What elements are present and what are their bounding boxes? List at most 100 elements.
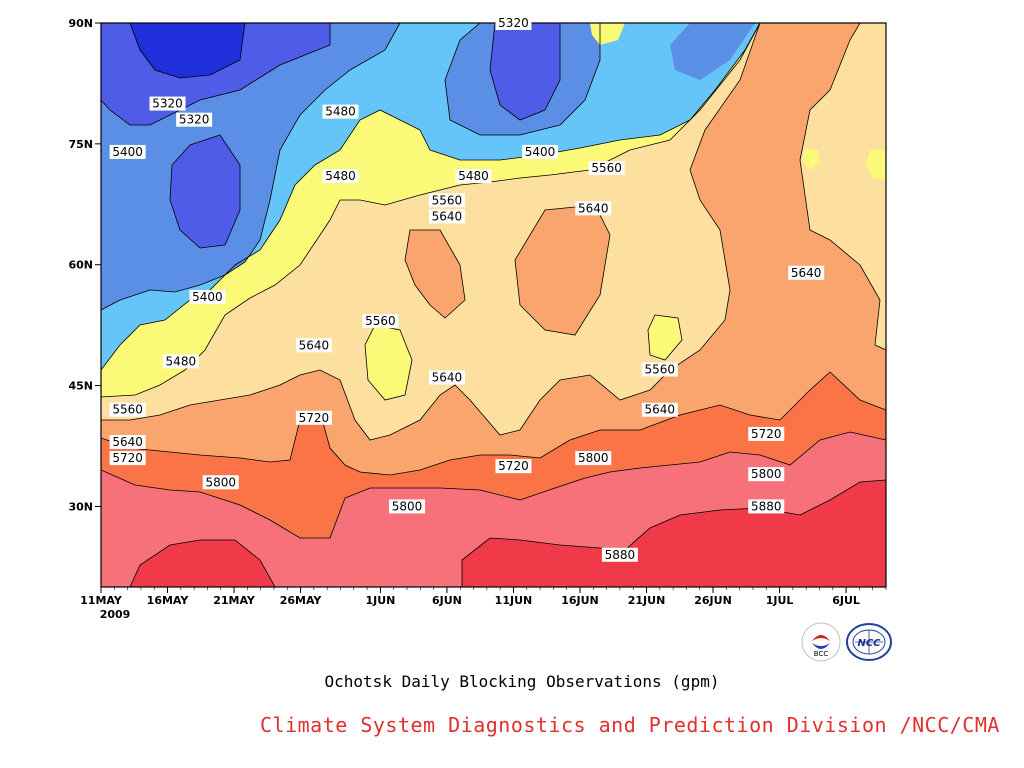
x-tick-label: 6JUL [832, 594, 860, 607]
y-tick-label: 30N [68, 500, 93, 513]
band-lt5320 [101, 23, 560, 248]
x-tick-label: 21MAY [213, 594, 256, 607]
contour-label: 5640 [578, 201, 609, 215]
contour-label-box [788, 265, 825, 280]
contour-label-group: 5480 [322, 104, 359, 119]
contour-label-group: 5880 [748, 499, 785, 514]
contour-label-box [575, 201, 612, 216]
island-5560-d [866, 150, 886, 180]
contour-label-group: 5800 [748, 467, 785, 482]
contour-label-box [748, 467, 785, 482]
contour-lines [101, 23, 886, 587]
contour-label-box [295, 410, 332, 425]
contour-label-box [109, 144, 146, 159]
contour-label-box [641, 402, 678, 417]
contour-label: 5480 [325, 105, 356, 119]
contour-label-box [362, 314, 399, 329]
x-tick-label: 16JUN [561, 594, 599, 607]
contour-label: 5560 [432, 193, 463, 207]
contour-label-box [522, 144, 559, 159]
contour-label: 5640 [299, 338, 330, 352]
contour-label-group: 5320 [149, 96, 186, 111]
x-tick-label: 6JUN [432, 594, 462, 607]
contour-label: 5320 [179, 113, 210, 127]
contour-label-group: 5400 [109, 144, 146, 159]
contour-label-box [162, 354, 199, 369]
contour-label: 5880 [751, 499, 782, 513]
contour-label-group: 5640 [109, 434, 146, 449]
contour-label-group: 5800 [202, 475, 239, 490]
contour-label-group: 5560 [109, 402, 146, 417]
contour-label-box [295, 338, 332, 353]
contour-label: 5800 [392, 499, 423, 513]
contour-label-box [322, 169, 359, 184]
contour-label: 5640 [791, 266, 822, 280]
contour-label: 5400 [112, 145, 143, 159]
y-tick-label: 45N [68, 380, 93, 393]
contour-label: 5720 [112, 451, 143, 465]
band-lt5320-core [130, 23, 245, 78]
contour-label: 5320 [152, 97, 183, 111]
contour-label-group: 5720 [748, 426, 785, 441]
contour-label-box [176, 112, 213, 127]
contour-label-group: 5640 [788, 265, 825, 280]
x-tick-label: 1JUN [365, 594, 395, 607]
contour-label-group: 5400 [189, 289, 226, 304]
contour-label: 5640 [645, 403, 676, 417]
contour-label-group: 5560 [362, 314, 399, 329]
x-tick-label: 26MAY [280, 594, 323, 607]
contour-label: 5480 [458, 169, 489, 183]
x-tick-label: 16MAY [147, 594, 190, 607]
contour-label-box [601, 547, 638, 562]
contour-label-box [748, 499, 785, 514]
contour-label-box [149, 96, 186, 111]
contour-label-group: 5320 [176, 112, 213, 127]
contour-label: 5640 [432, 371, 463, 385]
contour-label-group: 5400 [522, 144, 559, 159]
contour-label-box [575, 451, 612, 466]
x-tick-label: 11MAY [80, 594, 123, 607]
bcc-logo-text: BCC [814, 650, 829, 658]
contour-label-box [428, 193, 465, 208]
contour-label-box [202, 475, 239, 490]
contour-label-box [189, 289, 226, 304]
band-5320-5400 [101, 23, 755, 310]
contour-label-group: 5800 [575, 451, 612, 466]
contour-label-group: 5640 [575, 201, 612, 216]
contour-label: 5640 [112, 435, 143, 449]
contour-label-group: 5640 [428, 370, 465, 385]
contour-label: 5800 [751, 467, 782, 481]
island-5560-c [802, 148, 820, 170]
contour-label-group: 5560 [641, 362, 678, 377]
contour-label-box [322, 104, 359, 119]
plot-frame [100, 22, 887, 588]
contour-label-group: 5560 [588, 161, 625, 176]
contour-label: 5560 [591, 161, 622, 175]
contour-label: 5880 [605, 548, 636, 562]
x-tick-label: 26JUN [694, 594, 732, 607]
contour-label-box [495, 459, 532, 474]
ncc-logo: NCC [846, 623, 892, 661]
contour-label-box [109, 434, 146, 449]
contour-label: 5560 [645, 362, 676, 376]
contour-label-box [748, 426, 785, 441]
y-tick-label: 60N [68, 259, 93, 272]
contour-label: 5400 [525, 145, 556, 159]
chart-caption: Ochotsk Daily Blocking Observations (gpm… [324, 672, 720, 691]
contour-label: 5480 [325, 169, 356, 183]
contour-label-group: 5800 [389, 499, 426, 514]
contour-label: 5640 [432, 209, 463, 223]
contour-label-group: 5320 [495, 16, 532, 30]
contour-label-group: 5720 [495, 459, 532, 474]
contour-label-group: 5720 [295, 410, 332, 425]
contour-label-box [109, 402, 146, 417]
contour-label-box [109, 451, 146, 466]
contour-label-group: 5640 [428, 209, 465, 224]
contour-label-group: 5480 [162, 354, 199, 369]
contour-label-group: 5480 [322, 169, 359, 184]
contour-label-group: 5560 [428, 193, 465, 208]
island-5560-a [365, 325, 412, 400]
bcc-logo: BCC [801, 622, 841, 662]
contour-label-box [389, 499, 426, 514]
